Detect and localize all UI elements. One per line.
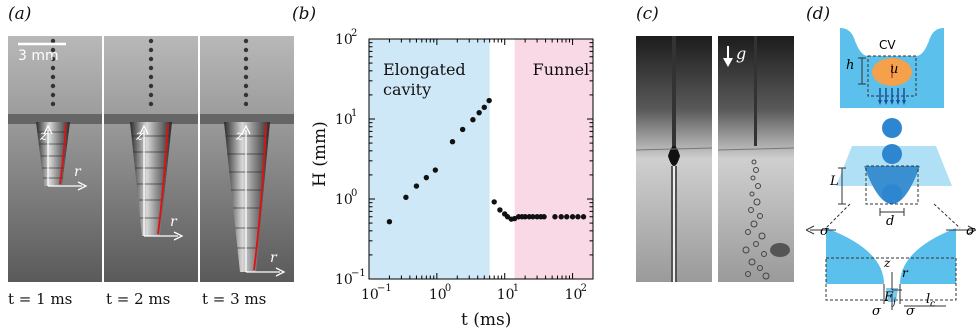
data-point-5 xyxy=(449,139,456,145)
data-point-10 xyxy=(486,97,492,104)
photo-frame-2: z r xyxy=(104,36,198,282)
frame-2-r-label: r xyxy=(170,214,177,230)
data-point-26 xyxy=(558,214,564,220)
x-tick-label-0: 10 xyxy=(361,287,379,303)
data-point-29 xyxy=(575,214,581,220)
panel-b-label: (b) xyxy=(292,4,317,24)
y-tick-label-3: 10 xyxy=(335,32,353,48)
cv-label: CV xyxy=(879,38,896,52)
sigma-bottom-right-label: σ xyxy=(906,304,915,319)
y-tick-exponent-2: 1 xyxy=(351,108,357,119)
frame-1-r-label: r xyxy=(74,164,81,180)
data-point-27 xyxy=(564,214,570,220)
region-1 xyxy=(514,39,593,279)
region-label-0-0: Elongated xyxy=(383,60,466,79)
data-point-12 xyxy=(497,207,503,213)
x-tick-exponent-3: 2 xyxy=(581,283,587,294)
data-point-1 xyxy=(403,194,409,201)
frame-3-z-label: z xyxy=(236,128,244,144)
data-point-6 xyxy=(459,126,466,133)
plot-frame xyxy=(368,38,594,280)
data-point-8 xyxy=(476,109,482,116)
lc-label: lc xyxy=(926,292,936,310)
data-point-2 xyxy=(413,183,420,189)
u-label: u xyxy=(890,62,899,77)
data-point-9 xyxy=(481,104,487,111)
frame-1-z-label: z xyxy=(40,128,48,144)
data-point-4 xyxy=(432,167,439,173)
data-point-7 xyxy=(470,117,476,123)
x-tick-exponent-1: 0 xyxy=(445,283,451,294)
x-tick-exponent-2: 1 xyxy=(513,283,519,294)
photo-jet-left xyxy=(636,36,712,282)
x-tick-label-1: 10 xyxy=(429,287,447,303)
sigma-right-label: σ xyxy=(966,224,975,239)
sigma-left-label: σ xyxy=(820,224,829,239)
force-label: Fj xyxy=(884,290,896,308)
photo-frame-3: z r xyxy=(200,36,294,282)
scale-bar-label: 3 mm xyxy=(18,48,59,64)
sigma-bottom-left-label: σ xyxy=(872,304,881,319)
data-point-21 xyxy=(530,214,536,220)
frame-1-time-label: t = 1 ms xyxy=(8,290,73,308)
schematic-d xyxy=(806,28,976,310)
x-tick-exponent-0: −1 xyxy=(377,283,392,294)
x-tick-label-2: 10 xyxy=(497,287,515,303)
data-point-22 xyxy=(534,214,540,220)
frame-3-time-label: t = 3 ms xyxy=(202,290,267,308)
x-tick-label-3: 10 xyxy=(565,287,583,303)
r-label-d: r xyxy=(902,266,908,280)
y-tick-exponent-3: 2 xyxy=(351,28,357,39)
y-tick-label-1: 10 xyxy=(335,192,353,208)
y-tick-exponent-1: 0 xyxy=(351,188,357,199)
data-point-0 xyxy=(386,219,393,225)
region-0 xyxy=(369,39,490,279)
data-point-28 xyxy=(569,214,576,220)
region-label-1-0: Funnel xyxy=(533,60,590,79)
frame-2-time-label: t = 2 ms xyxy=(106,290,171,308)
data-point-24 xyxy=(541,214,547,220)
panel-c-label: (c) xyxy=(636,4,659,24)
panel-a-label: (a) xyxy=(8,4,32,24)
y-axis-label: H (mm) xyxy=(310,121,330,187)
region-label-0-1: cavity xyxy=(383,80,431,99)
L-label: L xyxy=(830,174,839,189)
data-point-30 xyxy=(580,214,587,220)
data-point-3 xyxy=(423,174,430,181)
panel-d-label: (d) xyxy=(806,4,831,24)
gravity-label: g xyxy=(736,44,747,63)
photo-frame-1: 3 mm z r xyxy=(8,36,102,282)
d-label: d xyxy=(886,214,895,229)
z-label-d: z xyxy=(884,256,891,270)
x-axis-label: t (ms) xyxy=(461,310,511,330)
h-label: h xyxy=(846,58,855,73)
frame-2-z-label: z xyxy=(136,128,144,144)
y-tick-label-0: 10 xyxy=(335,272,353,288)
frame-3-r-label: r xyxy=(270,250,277,266)
data-point-25 xyxy=(552,214,558,220)
data-point-19 xyxy=(522,214,528,220)
photo-jet-right: g xyxy=(718,36,794,282)
data-point-11 xyxy=(491,199,497,205)
y-tick-exponent-0: −1 xyxy=(351,268,366,279)
y-tick-label-2: 10 xyxy=(335,112,353,128)
